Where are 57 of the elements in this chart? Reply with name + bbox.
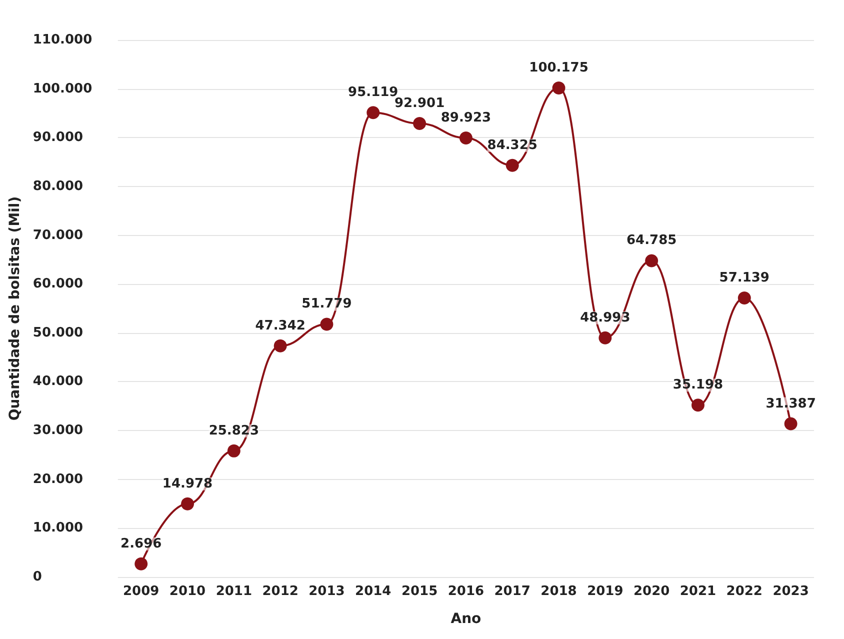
point [134, 557, 148, 570]
y-tick-label: 100.000 [32, 81, 92, 96]
x-tick-label: 2013 [308, 584, 345, 599]
point [506, 158, 519, 172]
x-tick-label: 2017 [494, 584, 530, 599]
x-tick-label: 2012 [262, 584, 298, 599]
x-tick-label: 2018 [540, 584, 577, 599]
point [320, 318, 334, 331]
y-tick-label: 110.000 [32, 32, 92, 48]
point [274, 339, 287, 352]
y-tick-label: 80.000 [32, 178, 84, 194]
point [738, 292, 751, 305]
x-tick-label: 2009 [123, 584, 160, 599]
x-tick-label: 2011 [216, 584, 252, 599]
y-tick-label: 30.000 [32, 423, 84, 438]
data-label: 57.139 [719, 270, 770, 286]
x-tick-label: 2014 [355, 584, 392, 599]
data-label: 84.325 [487, 138, 538, 153]
data-label: 31.387 [766, 396, 816, 412]
x-tick-label: 2015 [401, 584, 438, 599]
point [598, 331, 612, 344]
x-tick-label: 2020 [633, 584, 670, 599]
x-tick-label: 2016 [448, 584, 484, 599]
x-axis-title: Ano [450, 611, 482, 627]
point [691, 398, 704, 412]
data-label: 25.823 [208, 423, 260, 438]
data-label: 35.198 [672, 378, 724, 393]
y-tick-label: 70.000 [32, 228, 84, 243]
y-tick-label: 10.000 [32, 520, 84, 536]
point [459, 132, 472, 145]
point [181, 497, 194, 510]
point [366, 106, 380, 120]
point [227, 444, 240, 458]
point [645, 254, 658, 268]
y-tick-label: 0 [32, 570, 42, 584]
x-tick-label: 2010 [169, 584, 206, 599]
data-label: 2.696 [120, 536, 162, 552]
y-tick-label: 90.000 [32, 130, 84, 146]
x-tick-label: 2021 [680, 584, 716, 599]
x-tick-label: 2023 [772, 584, 809, 599]
y-tick-label: 20.000 [32, 472, 84, 487]
data-label: 47.342 [255, 318, 306, 334]
point [552, 81, 566, 94]
data-label: 64.785 [626, 233, 677, 248]
y-axis-title: Quantidade de bolsitas (Mil) [7, 196, 23, 421]
data-label: 89.923 [440, 110, 492, 126]
data-label: 51.779 [302, 296, 352, 312]
y-tick-label: 60.000 [32, 276, 84, 292]
y-tick-label: 40.000 [32, 374, 84, 390]
y-tick-label: 50.000 [32, 325, 84, 340]
x-tick-label: 2022 [726, 584, 762, 599]
point [784, 417, 798, 430]
data-label: 14.978 [162, 476, 213, 492]
data-label: 48.993 [580, 310, 630, 326]
x-tick-label: 2019 [587, 584, 624, 599]
data-label: 100.175 [529, 60, 588, 76]
point [413, 116, 426, 130]
